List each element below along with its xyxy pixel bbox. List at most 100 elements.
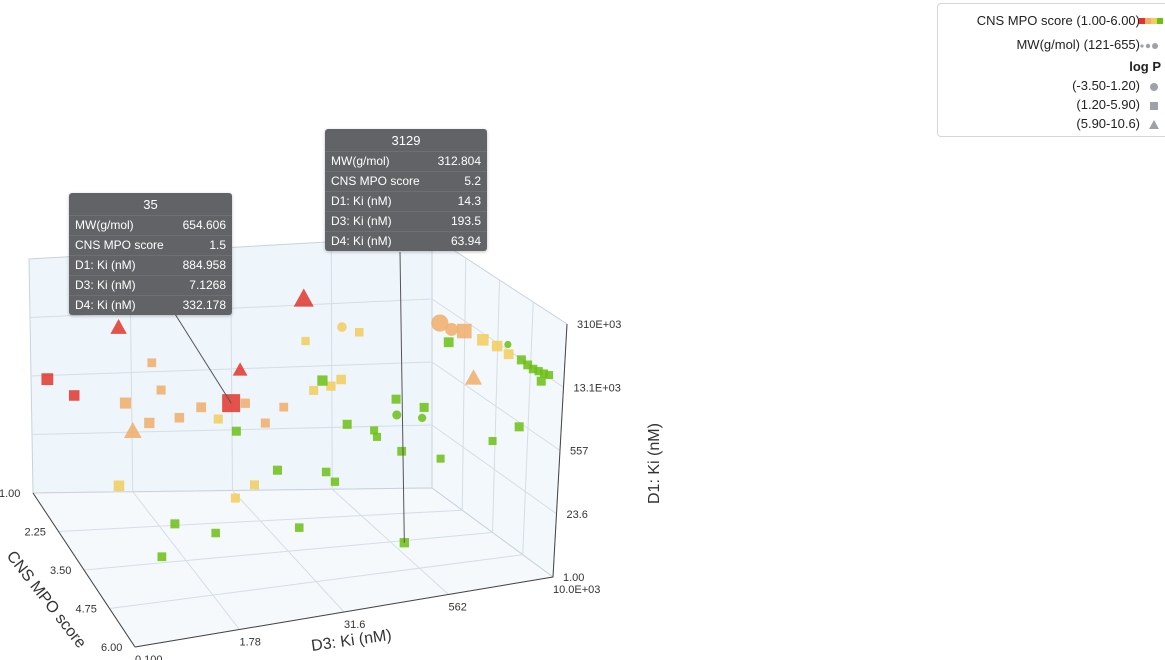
data-point-square xyxy=(326,381,336,391)
data-point-square xyxy=(317,375,328,386)
z-axis-line xyxy=(552,323,568,578)
grid-line xyxy=(109,554,523,609)
tooltip-row: D1: Ki (nM) 14.3 xyxy=(325,191,487,211)
legend-color-label: CNS MPO score (1.00-6.00) xyxy=(976,13,1140,28)
tooltip-title: 35 xyxy=(143,197,158,212)
square-shape-icon xyxy=(1150,102,1158,110)
data-point-square xyxy=(514,422,524,432)
z-tick-label: 23.6 xyxy=(567,509,588,521)
grid-line xyxy=(522,301,534,555)
tooltip-row: D3: Ki (nM) 7.1268 xyxy=(69,275,232,295)
data-point-square xyxy=(523,360,533,370)
y-axis-line xyxy=(32,492,136,648)
grid-line xyxy=(30,361,433,377)
data-point-triangle xyxy=(293,288,314,307)
data-point-square xyxy=(249,480,259,490)
color-scale-icon xyxy=(1139,18,1163,24)
size-scale-icon xyxy=(1140,43,1158,49)
tooltip-point-35: 35 MW(g/mol) 654.606 CNS MPO score 1.5 D1:… xyxy=(69,193,232,315)
tooltip-row: D3: Ki (nM) 193.5 xyxy=(325,211,487,231)
data-point-square xyxy=(222,394,241,413)
data-point-square xyxy=(211,528,220,538)
data-point-square xyxy=(539,369,549,378)
data-point-circle xyxy=(392,410,402,420)
data-point-triangle xyxy=(110,319,127,334)
data-point-square xyxy=(196,402,207,413)
chart-legend: CNS MPO score (1.00-6.00) MW(g/mol) (121… xyxy=(937,3,1165,137)
legend-shape-square-label: (1.20-5.90) xyxy=(1076,97,1140,112)
y-tick-label: 2.25 xyxy=(25,527,46,539)
grid-line xyxy=(331,488,449,595)
grid-line xyxy=(330,241,333,490)
data-point-circle xyxy=(417,413,427,423)
data-point-circle xyxy=(337,322,347,332)
data-point-square xyxy=(372,432,381,441)
legend-shape-title: log P xyxy=(1129,59,1161,74)
data-point-square xyxy=(419,402,429,412)
x-axis-line xyxy=(134,576,554,648)
tooltip-row: D4: Ki (nM) 332.178 xyxy=(69,295,232,315)
data-point-square xyxy=(536,376,546,386)
data-point-square xyxy=(301,336,310,346)
data-point-triangle xyxy=(232,362,248,376)
grid-line xyxy=(492,279,500,533)
triangle-shape-icon xyxy=(1149,120,1159,129)
x-tick-label: 10.0E+03 xyxy=(553,584,600,596)
data-point-square xyxy=(321,467,331,477)
circle-shape-icon xyxy=(1150,83,1158,91)
z-tick-label: 13.1E+03 xyxy=(574,382,621,394)
data-point-square xyxy=(336,374,346,385)
legend-shape-circle-label: (-3.50-1.20) xyxy=(1072,78,1140,93)
y-tick-label: 1.00 xyxy=(0,488,20,500)
tooltip-row: CNS MPO score 1.5 xyxy=(69,235,232,255)
data-point-square xyxy=(355,327,364,337)
tooltip-row: MW(g/mol) 312.804 xyxy=(325,151,487,171)
data-point-square xyxy=(534,367,543,376)
data-point-square xyxy=(391,394,401,404)
data-point-square xyxy=(342,419,352,429)
axis-ticks: 1.00 2.25 3.50 4.75 6.00 0.100 1.78 31.6 562 10.0… xyxy=(0,319,621,660)
data-point-square xyxy=(68,390,80,401)
data-point-triangle xyxy=(123,421,142,438)
data-point-square xyxy=(113,480,125,492)
data-point-circle xyxy=(504,340,512,349)
tooltip-point-3129: 3129 MW(g/mol) 312.804 CNS MPO score 5.2 D… xyxy=(325,129,487,251)
z-tick-label: 557 xyxy=(570,446,588,458)
data-point-square xyxy=(279,402,289,412)
data-point-circle xyxy=(431,314,449,332)
data-point-square xyxy=(503,349,514,360)
data-point-square xyxy=(457,323,472,339)
y-axis-title: CNS MPO score xyxy=(3,548,89,652)
z-axis-title: D1: Ki (nM) xyxy=(646,423,663,504)
data-point-square xyxy=(488,437,497,446)
x-tick-label: 0.100 xyxy=(135,654,163,660)
data-point-square xyxy=(144,417,155,429)
y-tick-label: 6.00 xyxy=(101,642,122,654)
data-point-circle xyxy=(445,323,459,336)
x-tick-label: 1.78 xyxy=(240,637,261,649)
data-point-square xyxy=(260,418,270,428)
data-point-square xyxy=(170,519,180,529)
y-tick-label: 3.50 xyxy=(50,565,71,577)
tooltip-row: MW(g/mol) 654.606 xyxy=(69,215,232,235)
tooltip-row: D1: Ki (nM) 884.958 xyxy=(69,255,232,275)
data-point-square xyxy=(477,334,489,346)
tooltip-leader-line xyxy=(399,251,405,543)
data-point-square xyxy=(157,552,167,562)
data-point-square xyxy=(295,523,304,532)
data-point-square xyxy=(516,355,526,365)
data-point-square xyxy=(156,385,166,395)
data-point-square xyxy=(330,477,340,486)
data-point-square xyxy=(231,426,241,436)
data-point-triangle xyxy=(464,369,483,385)
data-point-square xyxy=(272,465,282,475)
data-points xyxy=(41,276,554,562)
data-point-square xyxy=(436,454,445,463)
data-point-square xyxy=(443,337,454,348)
z-tick-label: 310E+03 xyxy=(577,319,621,331)
data-point-square xyxy=(397,446,407,456)
data-point-square xyxy=(545,371,554,380)
tooltip-row: D4: Ki (nM) 63.94 xyxy=(325,231,487,251)
data-point-square xyxy=(309,385,319,395)
data-point-square xyxy=(528,364,538,374)
